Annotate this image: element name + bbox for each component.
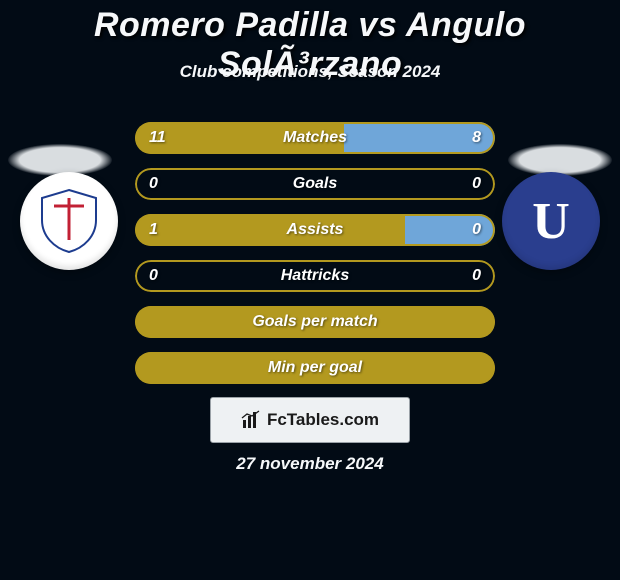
comparison-bars: 11 8 Matches 0 0 Goals 1 0 Assists 0 0 Hattricks Goa… — [135, 122, 495, 398]
chart-icon — [241, 410, 261, 430]
stat-label: Assists — [287, 221, 344, 239]
stat-row: 0 0 Hattricks — [135, 260, 495, 292]
spotlight-right — [508, 144, 612, 176]
date-text: 27 november 2024 — [0, 454, 620, 474]
stat-row: 11 8 Matches — [135, 122, 495, 154]
stat-label: Hattricks — [281, 267, 349, 285]
club-crest-right: U — [502, 172, 600, 270]
subtitle: Club competitions, Season 2024 — [0, 62, 620, 82]
crest-right-letter: U — [532, 192, 570, 251]
stat-row: 0 0 Goals — [135, 168, 495, 200]
comparison-infographic: Romero Padilla vs Angulo SolÃ³rzano Club… — [0, 0, 620, 580]
stat-value-right: 8 — [472, 129, 481, 147]
stat-value-left: 0 — [149, 267, 158, 285]
stat-label: Goals — [293, 175, 337, 193]
stat-label: Goals per match — [252, 313, 377, 331]
stat-row: Min per goal — [135, 352, 495, 384]
stat-value-right: 0 — [472, 221, 481, 239]
stat-value-left: 11 — [149, 129, 166, 147]
stat-value-right: 0 — [472, 267, 481, 285]
bar-fill-left — [135, 214, 405, 246]
stat-label: Min per goal — [268, 359, 362, 377]
bar-fill-right — [405, 214, 495, 246]
stat-row: Goals per match — [135, 306, 495, 338]
stat-value-left: 1 — [149, 221, 158, 239]
stat-row: 1 0 Assists — [135, 214, 495, 246]
stat-label: Matches — [283, 129, 347, 147]
watermark-badge: FcTables.com — [210, 397, 410, 443]
shield-icon — [34, 186, 104, 256]
spotlight-left — [8, 144, 112, 176]
club-crest-left — [20, 172, 118, 270]
watermark-text: FcTables.com — [267, 410, 379, 430]
stat-value-right: 0 — [472, 175, 481, 193]
stat-value-left: 0 — [149, 175, 158, 193]
